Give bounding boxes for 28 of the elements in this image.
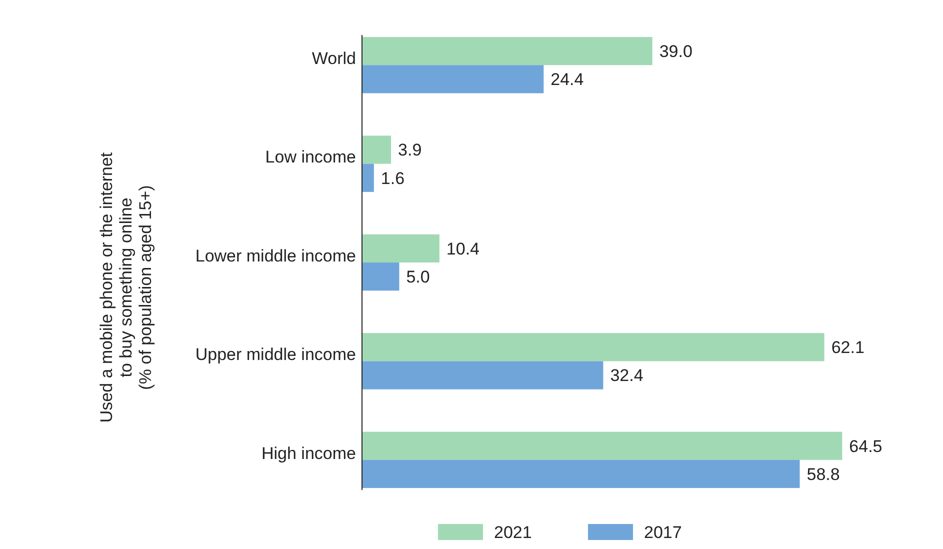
y-tick-label: Low income: [265, 148, 356, 167]
data-label: 24.4: [550, 70, 584, 90]
y-tick-label: Upper middle income: [195, 345, 356, 364]
legend-label: 2021: [494, 522, 532, 542]
data-label: 5.0: [406, 268, 430, 287]
data-label: 64.5: [849, 436, 882, 456]
bar: [362, 164, 374, 192]
data-label: 62.1: [831, 338, 864, 358]
bar: [362, 333, 824, 362]
data-label: 39.0: [659, 42, 692, 61]
data-label: 3.9: [398, 140, 422, 160]
y-tick-label: High income: [262, 444, 356, 463]
bar: [362, 460, 800, 488]
y-tick-label: Lower middle income: [195, 246, 356, 266]
y-axis-title: Used a mobile phone or the internet to buy something online (% of population aged 15+): [97, 152, 156, 423]
legend-label: 2017: [644, 522, 682, 542]
bar: [362, 432, 842, 460]
bar: [362, 65, 544, 94]
y-tick-label: World: [312, 48, 356, 68]
data-label: 10.4: [446, 239, 480, 258]
data-label: 32.4: [610, 366, 644, 386]
bar: [362, 36, 652, 66]
bar: [362, 234, 440, 262]
data-label: 1.6: [380, 168, 405, 188]
bar: [362, 262, 400, 291]
bar: [362, 361, 604, 390]
bar: [362, 136, 392, 164]
data-label: 58.8: [806, 464, 840, 484]
